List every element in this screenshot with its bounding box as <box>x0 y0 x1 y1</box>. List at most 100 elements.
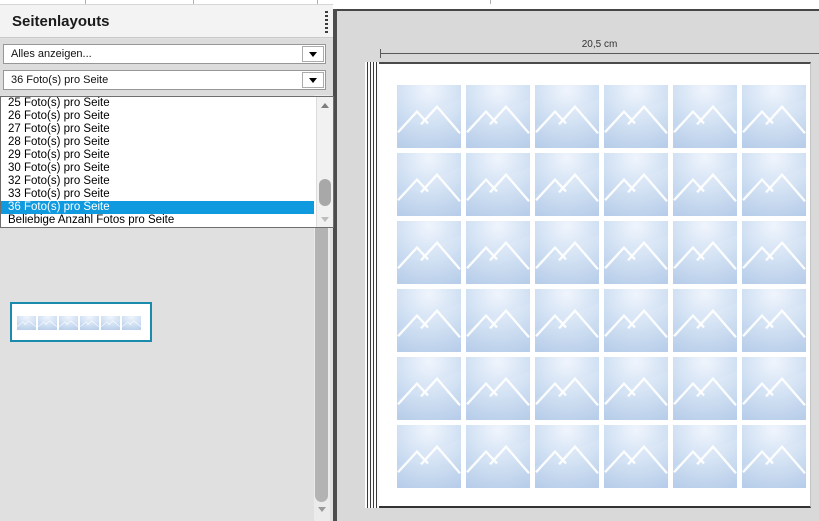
layout-filter-combobox[interactable]: 36 Foto(s) pro Seite <box>3 70 326 90</box>
image-placeholder-icon <box>604 221 668 284</box>
layout-list-item[interactable]: 36 Foto(s) pro Seite <box>1 201 314 214</box>
photo-placeholder[interactable] <box>742 85 806 148</box>
photo-placeholder[interactable] <box>673 425 737 488</box>
photo-placeholder[interactable] <box>466 425 530 488</box>
photo-placeholder[interactable] <box>604 357 668 420</box>
toolbar-underline <box>0 4 333 5</box>
arrow-down-icon <box>321 216 329 222</box>
toolbar-divider-tick <box>193 0 194 4</box>
photo-placeholder[interactable] <box>742 153 806 216</box>
layout-list-item[interactable]: Beliebige Anzahl Fotos pro Seite <box>8 214 175 226</box>
photo-placeholder[interactable] <box>742 357 806 420</box>
photo-placeholder[interactable] <box>535 85 599 148</box>
photo-placeholder[interactable] <box>742 221 806 284</box>
sidebar-scrollbar-down-button[interactable] <box>314 501 330 517</box>
layout-list-item[interactable]: 26 Foto(s) pro Seite <box>8 110 110 122</box>
photo-placeholder[interactable] <box>604 85 668 148</box>
toolbar-divider-tick <box>317 0 318 4</box>
page-canvas[interactable] <box>379 62 811 508</box>
photo-placeholder[interactable] <box>466 289 530 352</box>
layout-list-item[interactable]: 28 Foto(s) pro Seite <box>8 136 110 148</box>
layout-filter-dropdown-button[interactable] <box>302 72 324 88</box>
layout-list: 25 Foto(s) pro Seite 26 Foto(s) pro Seite… <box>1 97 314 227</box>
image-placeholder-icon <box>397 85 461 148</box>
image-placeholder-icon <box>59 316 78 330</box>
photo-placeholder[interactable] <box>397 425 461 488</box>
image-placeholder-icon <box>673 357 737 420</box>
image-placeholder-icon <box>535 357 599 420</box>
photo-placeholder[interactable] <box>673 153 737 216</box>
photo-placeholder[interactable] <box>535 221 599 284</box>
show-filter-combobox[interactable]: Alles anzeigen... <box>3 44 326 64</box>
photo-placeholder[interactable] <box>397 85 461 148</box>
photo-placeholder[interactable] <box>466 221 530 284</box>
layout-list-item[interactable]: 30 Foto(s) pro Seite <box>8 162 110 174</box>
photo-placeholder <box>17 316 36 330</box>
popup-scrollbar-up-button[interactable] <box>317 99 333 111</box>
image-placeholder-icon <box>535 289 599 352</box>
photo-placeholder[interactable] <box>673 357 737 420</box>
popup-scrollbar-thumb[interactable] <box>319 179 331 206</box>
toolbar-divider-tick <box>490 0 491 4</box>
image-placeholder-icon <box>38 316 57 330</box>
sidebar-header: Seitenlayouts <box>0 5 333 38</box>
selected-layout-thumbnail[interactable] <box>10 302 152 342</box>
image-placeholder-icon <box>397 221 461 284</box>
photo-placeholder[interactable] <box>466 153 530 216</box>
photo-placeholder[interactable] <box>397 357 461 420</box>
thumbnail-row <box>17 316 141 330</box>
photo-placeholder[interactable] <box>466 357 530 420</box>
photo-placeholder[interactable] <box>535 153 599 216</box>
photo-placeholder[interactable] <box>604 221 668 284</box>
photo-placeholder[interactable] <box>742 289 806 352</box>
ruler-line <box>380 53 819 54</box>
layout-list-item[interactable]: 27 Foto(s) pro Seite <box>8 123 110 135</box>
layout-list-item[interactable]: 32 Foto(s) pro Seite <box>8 175 110 187</box>
photo-placeholder <box>122 316 141 330</box>
arrow-down-icon <box>318 506 326 512</box>
photo-placeholder[interactable] <box>604 153 668 216</box>
image-placeholder-icon <box>673 85 737 148</box>
popup-scrollbar-down-button[interactable] <box>317 213 333 225</box>
image-placeholder-icon <box>535 153 599 216</box>
popup-scrollbar[interactable] <box>316 97 333 227</box>
panel-divider[interactable] <box>333 9 337 521</box>
image-placeholder-icon <box>17 316 36 330</box>
layout-list-item[interactable]: 33 Foto(s) pro Seite <box>8 188 110 200</box>
arrow-up-icon <box>321 102 329 108</box>
photo-placeholder[interactable] <box>397 289 461 352</box>
photo-placeholder[interactable] <box>742 425 806 488</box>
photo-placeholder[interactable] <box>535 357 599 420</box>
page-stack-edge <box>365 62 379 508</box>
layout-filter-dropdown-popup: 25 Foto(s) pro Seite 26 Foto(s) pro Seite… <box>0 96 334 228</box>
chevron-down-icon <box>309 77 317 83</box>
photo-placeholder <box>101 316 120 330</box>
photo-placeholder <box>59 316 78 330</box>
photo-placeholder[interactable] <box>673 289 737 352</box>
image-placeholder-icon <box>742 357 806 420</box>
photo-placeholder[interactable] <box>604 425 668 488</box>
layout-list-item[interactable]: 25 Foto(s) pro Seite <box>8 97 110 109</box>
ruler-left-tick <box>380 49 381 58</box>
photo-placeholder[interactable] <box>673 221 737 284</box>
photo-placeholder[interactable] <box>535 425 599 488</box>
image-placeholder-icon <box>604 357 668 420</box>
photo-placeholder[interactable] <box>397 153 461 216</box>
layout-list-item[interactable]: 29 Foto(s) pro Seite <box>8 149 110 161</box>
page-preview-panel: 20,5 cm <box>337 9 819 521</box>
photo-placeholder[interactable] <box>604 289 668 352</box>
photo-placeholder[interactable] <box>466 85 530 148</box>
panel-drag-handle-icon[interactable] <box>325 11 328 33</box>
image-placeholder-icon <box>673 221 737 284</box>
photo-placeholder[interactable] <box>673 85 737 148</box>
chevron-down-icon <box>309 51 317 57</box>
photo-placeholder[interactable] <box>397 221 461 284</box>
photo-placeholder[interactable] <box>535 289 599 352</box>
sidebar-title: Seitenlayouts <box>12 13 110 30</box>
show-filter-dropdown-button[interactable] <box>302 46 324 62</box>
image-placeholder-icon <box>742 425 806 488</box>
image-placeholder-icon <box>604 153 668 216</box>
image-placeholder-icon <box>466 425 530 488</box>
image-placeholder-icon <box>673 289 737 352</box>
